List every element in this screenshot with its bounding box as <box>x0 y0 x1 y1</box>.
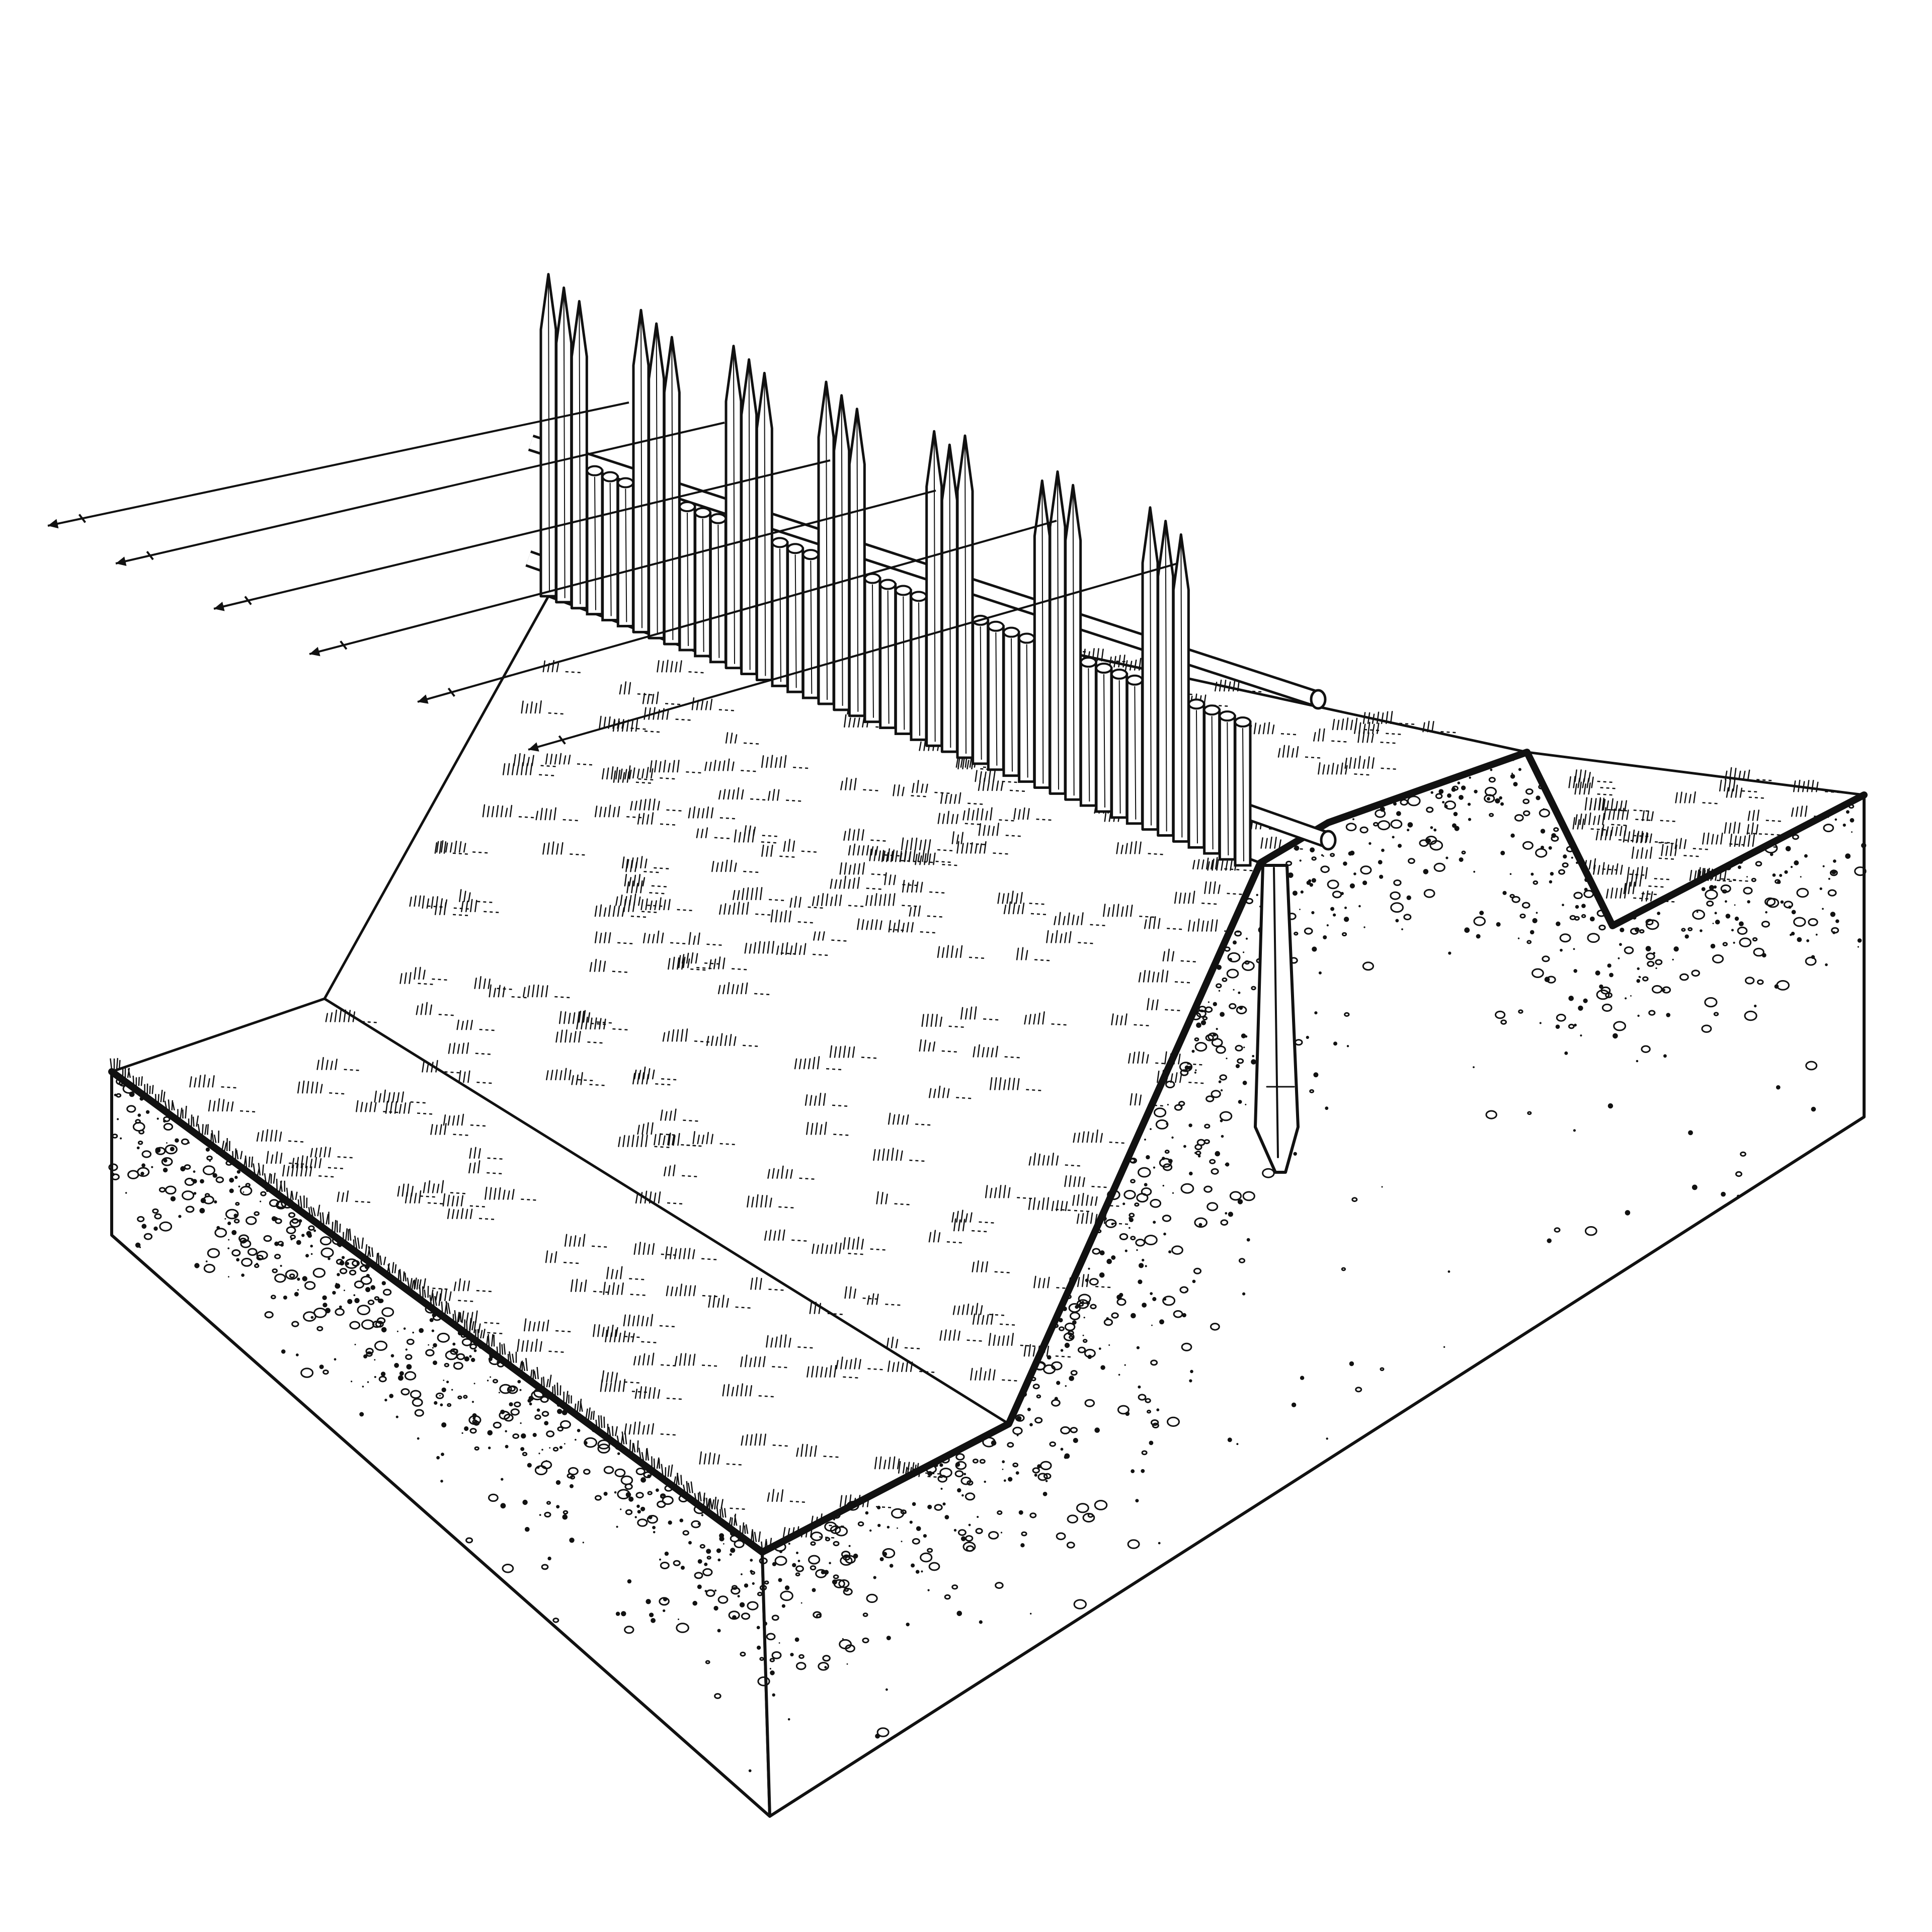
palisade <box>539 273 1252 867</box>
palisade-stake-pointed <box>570 300 588 610</box>
palisade-stake-short <box>1218 710 1236 861</box>
palisade-stake-short <box>863 573 881 723</box>
palisade-stake-short <box>1203 704 1221 855</box>
palisade-stake-pointed <box>1064 484 1082 801</box>
pointer-line <box>213 459 831 611</box>
palisade-stake-short <box>1018 632 1036 783</box>
palisade-stake-pointed <box>1049 470 1067 795</box>
palisade-stake-pointed <box>848 408 866 717</box>
palisade-stake-short <box>879 579 897 730</box>
palisade-stake-short <box>709 513 727 664</box>
palisade-stake-short <box>972 614 990 765</box>
palisade-stake-short <box>894 585 912 735</box>
pointer-line <box>309 490 936 657</box>
palisade-stake-pointed <box>663 336 681 646</box>
palisade-stake-pointed <box>817 380 835 705</box>
palisade-stake-short <box>1095 663 1113 813</box>
palisade-stake-pointed <box>1141 506 1159 831</box>
palisade-stake-short <box>1125 674 1144 825</box>
palisade-stake-short <box>987 620 1005 771</box>
pointer-line <box>115 422 725 566</box>
palisade-stake-short <box>1079 657 1097 807</box>
palisade-stake-short <box>586 465 604 616</box>
palisade-stake-pointed <box>539 273 557 598</box>
palisade-stake-short <box>616 477 634 627</box>
pointer-line <box>417 520 1057 704</box>
palisade-stake-short <box>1002 626 1020 777</box>
palisade-stake-pointed <box>755 371 773 681</box>
pointer-lines <box>47 401 1178 752</box>
palisade-stake-short <box>801 549 820 699</box>
palisade-stake-short <box>786 543 804 693</box>
palisade-stake-pointed <box>1157 520 1175 837</box>
pointer-line <box>528 562 1178 752</box>
palisade-stake-pointed <box>940 443 958 753</box>
palisade-stake-short <box>1234 716 1252 867</box>
palisade-stake-short <box>601 471 619 622</box>
ditch-outline <box>1525 751 1866 927</box>
palisade-stake-pointed <box>555 286 573 604</box>
sample-stake <box>1254 864 1300 1174</box>
palisade-stake-short <box>1110 668 1129 819</box>
palisade-stake-short <box>771 537 789 687</box>
palisade-stake-pointed <box>1033 479 1051 789</box>
palisade-stake-short <box>1187 698 1205 849</box>
palisade-stake-pointed <box>632 308 650 633</box>
palisade-stake-pointed <box>956 434 974 759</box>
palisade-stake-pointed <box>725 345 743 670</box>
palisade-stake-pointed <box>740 358 758 676</box>
palisade-stake-short <box>694 507 712 658</box>
palisade-stake-pointed <box>925 430 943 747</box>
palisade-stake-pointed <box>1172 533 1190 843</box>
pointer-line <box>47 401 629 529</box>
palisade-stake-short <box>910 591 928 741</box>
palisade-stake-pointed <box>648 322 666 639</box>
palisade-stake-pointed <box>833 394 851 711</box>
